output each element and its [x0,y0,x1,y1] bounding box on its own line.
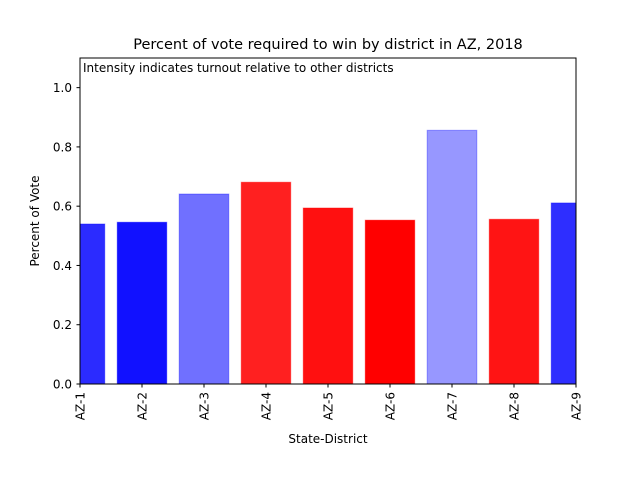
bar-az-7 [427,130,477,384]
x-tick-label: AZ-2 [136,392,150,420]
y-axis: 0.0 0.2 0.4 0.6 0.8 1.0 [53,81,80,391]
x-tick-label: AZ-6 [384,392,398,420]
x-tick-label: AZ-5 [322,392,336,420]
chart-title: Percent of vote required to win by distr… [133,37,523,53]
x-tick-label: AZ-8 [508,392,522,420]
x-tick-label: AZ-9 [570,392,584,420]
x-axis-label: State-District [288,432,367,446]
x-tick-label: AZ-7 [446,392,460,420]
y-tick-label: 1.0 [53,81,72,95]
bar-az-5 [303,208,353,384]
bar-az-3 [179,194,229,384]
bar-az-2 [117,222,167,384]
x-axis: AZ-1 AZ-2 AZ-3 AZ-4 AZ-5 AZ-6 AZ-7 AZ-8 AZ-9 [74,384,584,420]
x-tick-label: AZ-3 [198,392,212,420]
bars-layer [55,130,601,384]
x-tick-label: AZ-4 [260,392,274,420]
y-tick-label: 0.8 [53,140,72,154]
y-tick-label: 0.0 [53,378,72,392]
y-axis-label: Percent of Vote [28,175,42,266]
bar-az-4 [241,182,291,384]
chart-annotation: Intensity indicates turnout relative to … [83,61,394,75]
bar-az-8 [489,219,539,384]
y-tick-label: 0.2 [53,318,72,332]
y-tick-label: 0.6 [53,200,72,214]
y-tick-label: 0.4 [53,259,72,273]
bar-az-6 [365,220,415,384]
x-tick-label: AZ-1 [74,392,88,420]
